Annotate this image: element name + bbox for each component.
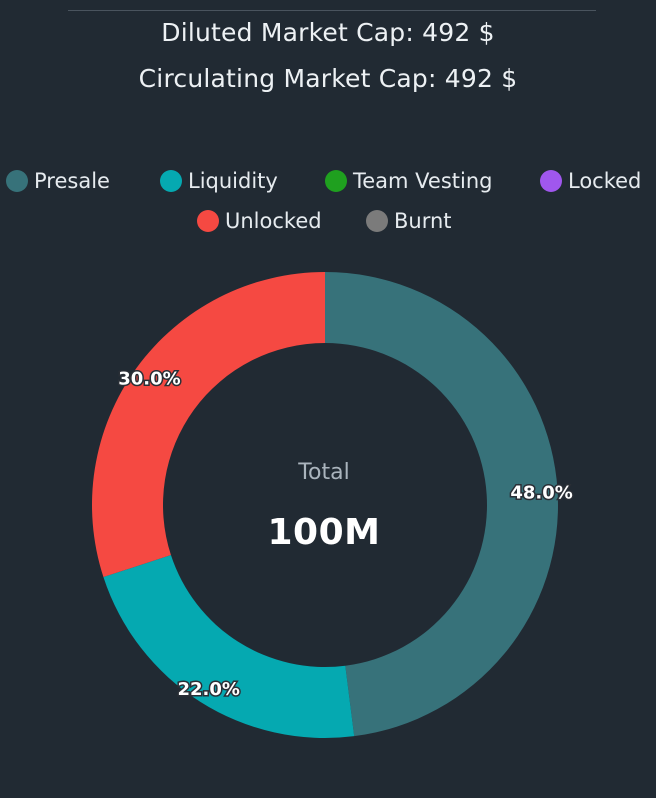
diluted-market-cap: Diluted Market Cap: 492 $ <box>161 18 495 47</box>
slice-unlocked[interactable] <box>91 272 325 578</box>
data-label-liquidity: 22.0% <box>177 679 239 700</box>
center-title: Total <box>298 460 350 485</box>
legend-label-liquidity: Liquidity <box>188 169 278 193</box>
legend-label-presale: Presale <box>34 169 110 193</box>
legend-dot-burnt <box>366 210 388 232</box>
slice-liquidity[interactable] <box>103 555 355 738</box>
legend-label-burnt: Burnt <box>394 209 452 233</box>
legend-label-team-vesting: Team Vesting <box>353 169 493 193</box>
legend-dot-unlocked <box>197 210 219 232</box>
legend-item-liquidity[interactable]: Liquidity <box>160 168 278 194</box>
legend-dot-locked <box>540 170 562 192</box>
slice-presale[interactable] <box>325 272 558 737</box>
top-divider <box>68 10 596 11</box>
legend-item-presale[interactable]: Presale <box>6 168 110 194</box>
legend-dot-liquidity <box>160 170 182 192</box>
legend-label-locked: Locked <box>568 169 642 193</box>
center-total-value: 100M <box>267 512 381 553</box>
legend-dot-team-vesting <box>325 170 347 192</box>
data-label-presale: 48.0% <box>510 482 572 503</box>
legend-dot-presale <box>6 170 28 192</box>
legend-item-burnt[interactable]: Burnt <box>366 208 452 234</box>
legend-label-unlocked: Unlocked <box>225 209 322 233</box>
data-label-unlocked: 30.0% <box>118 368 180 389</box>
legend-item-locked[interactable]: Locked <box>540 168 641 194</box>
circulating-market-cap: Circulating Market Cap: 492 $ <box>138 64 518 93</box>
legend-item-team-vesting[interactable]: Team Vesting <box>325 168 492 194</box>
legend-item-unlocked[interactable]: Unlocked <box>197 208 322 234</box>
